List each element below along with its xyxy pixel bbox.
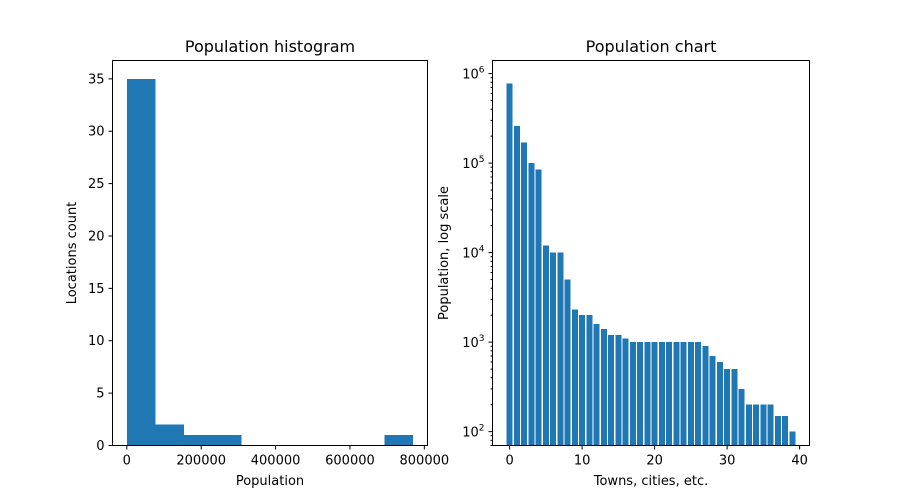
population-bar — [702, 346, 709, 446]
population-plot-frame — [492, 60, 810, 446]
population-bar — [542, 245, 549, 446]
x-tick-label: 400000 — [251, 454, 301, 469]
y-tick-label: 104 — [462, 245, 485, 262]
y-tick-label: 15 — [88, 282, 105, 297]
x-tick-label: 30 — [719, 454, 736, 469]
population-bar — [731, 369, 738, 446]
population-bar — [586, 315, 593, 446]
x-tick-label: 200000 — [176, 454, 226, 469]
population-bar — [760, 404, 767, 446]
y-tick-label: 20 — [88, 229, 105, 244]
histogram-bar — [155, 424, 185, 446]
y-tick-label: 5 — [96, 387, 104, 402]
population-x-ticks: 0 10 20 30 40 — [505, 445, 808, 469]
population-bar — [521, 142, 528, 446]
population-bar — [513, 125, 520, 446]
population-bar — [579, 315, 586, 446]
population-bar — [666, 342, 673, 446]
histogram-bar — [384, 435, 414, 446]
population-bar — [557, 252, 564, 446]
population-bars — [506, 83, 796, 446]
population-x-label: Towns, cities, etc. — [593, 474, 708, 489]
y-tick-label: 103 — [462, 334, 484, 351]
x-tick-label: 0 — [505, 454, 513, 469]
population-bar — [774, 415, 781, 446]
population-bar — [550, 252, 557, 446]
histogram-plot-frame — [112, 60, 428, 446]
population-bar — [629, 342, 636, 446]
histogram-bars — [126, 78, 414, 446]
y-tick-label: 35 — [88, 72, 105, 87]
population-bar — [680, 342, 687, 446]
y-tick-label: 102 — [462, 424, 484, 441]
population-bar — [535, 169, 542, 446]
population-bar — [651, 342, 658, 446]
x-tick-label: 0 — [123, 454, 131, 469]
population-bar — [789, 431, 796, 446]
histogram-x-ticks: 0 200000 400000 600000 800000 — [123, 445, 450, 469]
histogram-subplot: Population histogram 0 200000 400000 600000… — [65, 37, 449, 489]
x-tick-label: 800000 — [400, 454, 450, 469]
histogram-y-label: Locations count — [65, 202, 80, 305]
population-bar — [753, 404, 760, 446]
population-bar — [593, 323, 600, 446]
population-bar — [600, 329, 607, 446]
population-bar — [637, 342, 644, 446]
population-y-label: Population, log scale — [437, 186, 452, 320]
population-bar-subplot: Population chart 0 10 20 30 40 1021031041051… — [437, 37, 810, 489]
y-tick-label: 25 — [88, 177, 105, 192]
population-bar — [658, 342, 665, 446]
histogram-x-label: Population — [236, 474, 304, 489]
population-bar — [782, 415, 789, 446]
population-bar — [709, 355, 716, 446]
histogram-title: Population histogram — [185, 37, 355, 56]
histogram-y-ticks: 0 5 10 15 20 25 30 35 — [88, 72, 113, 454]
population-bar — [571, 309, 578, 446]
population-bar — [745, 404, 752, 446]
y-tick-label: 0 — [96, 439, 104, 454]
y-tick-label: 30 — [88, 125, 105, 140]
histogram-bar — [184, 435, 213, 446]
population-bar — [608, 335, 615, 446]
histogram-bar — [212, 435, 242, 446]
population-bar — [724, 369, 731, 446]
population-chart-title: Population chart — [586, 37, 717, 56]
y-tick-label: 10 — [88, 334, 105, 349]
population-bar — [506, 83, 513, 446]
population-bar — [622, 338, 629, 446]
x-tick-label: 20 — [646, 454, 663, 469]
x-tick-label: 40 — [791, 454, 808, 469]
population-bar — [767, 404, 774, 446]
y-tick-label: 105 — [462, 155, 484, 172]
y-tick-label: 106 — [462, 66, 485, 83]
histogram-bar — [126, 78, 156, 446]
population-bar — [673, 342, 680, 446]
population-bar — [644, 342, 651, 446]
population-y-ticks: 102 103 104 105 106 — [462, 66, 493, 446]
population-bar — [687, 342, 694, 446]
population-bar — [528, 163, 535, 446]
population-bar — [564, 279, 571, 446]
population-bar — [738, 388, 745, 446]
population-bar — [716, 361, 723, 446]
x-tick-label: 10 — [574, 454, 591, 469]
x-tick-label: 600000 — [325, 454, 375, 469]
population-bar — [615, 335, 622, 446]
population-bar — [695, 342, 702, 446]
